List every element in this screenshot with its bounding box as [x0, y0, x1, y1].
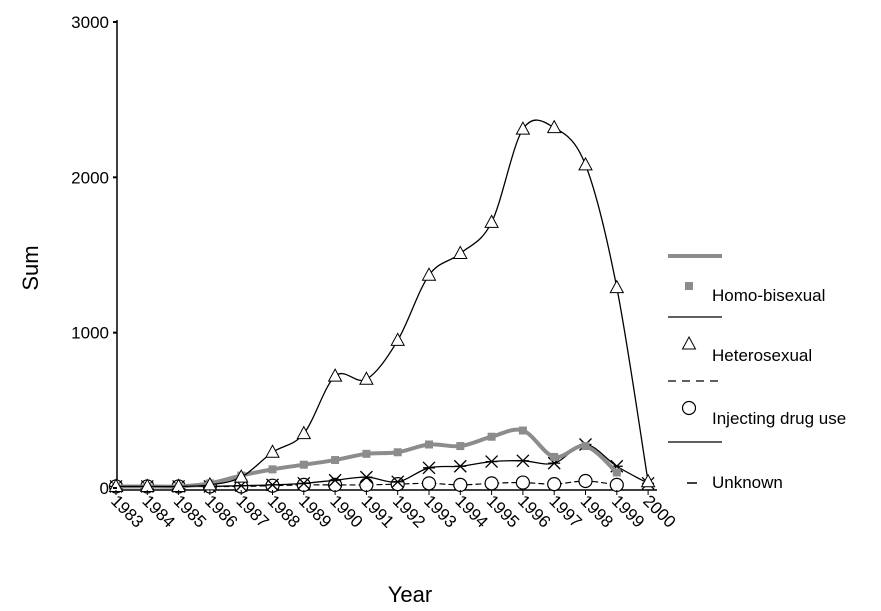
series-line — [115, 119, 649, 488]
data-point — [515, 475, 531, 490]
series-heterosexual — [108, 119, 656, 492]
data-point — [359, 470, 373, 484]
data-point — [421, 476, 437, 491]
x-tick-label: 1994 — [451, 491, 491, 531]
legend: Homo-bisexual Heterosexual Injecting drug … — [668, 254, 846, 492]
data-point — [578, 473, 593, 489]
legend-label: Unknown — [712, 473, 783, 492]
data-point — [516, 454, 530, 468]
y-tick-label: 1000 — [71, 324, 109, 343]
data-point — [453, 477, 468, 492]
data-point — [421, 267, 437, 281]
data-point — [362, 449, 371, 458]
data-point — [390, 477, 405, 492]
data-point — [453, 459, 467, 473]
y-tick-label: 0 — [100, 479, 109, 498]
data-point — [518, 426, 527, 435]
legend-entry: Homo-bisexual — [668, 254, 825, 305]
x-tick-label: 1997 — [545, 491, 585, 531]
x-tick-label: 1995 — [483, 491, 523, 531]
y-tick-label: 3000 — [71, 13, 109, 32]
data-point — [299, 460, 308, 469]
x-tick-label: 1990 — [326, 491, 366, 531]
series-layer — [108, 119, 656, 494]
x-tick-label: 1989 — [295, 491, 335, 531]
legend-entry: Heterosexual — [668, 316, 812, 365]
data-point — [452, 245, 468, 259]
y-tick-label: 2000 — [71, 168, 109, 187]
legend-marker-swatch — [685, 282, 693, 290]
legend-label: Heterosexual — [712, 346, 812, 365]
data-point — [578, 156, 593, 171]
data-point — [268, 465, 277, 474]
data-point — [609, 279, 625, 294]
data-point — [265, 444, 280, 458]
data-point — [547, 477, 562, 492]
data-point — [297, 476, 311, 490]
x-tick-label: 2000 — [639, 491, 679, 531]
data-point — [327, 368, 343, 382]
y-axis-title: Sum — [18, 245, 43, 290]
data-point — [550, 452, 559, 461]
x-tick-labels: 1983198419851986198719881989199019911992… — [107, 490, 679, 532]
x-tick-label: 1993 — [420, 491, 460, 531]
x-axis-title: Year — [388, 582, 432, 607]
data-point — [266, 478, 279, 492]
x-tick-label: 1999 — [608, 491, 648, 531]
data-point — [640, 473, 656, 488]
x-tick-label: 1988 — [264, 491, 304, 531]
data-point — [422, 461, 436, 475]
legend-entry: Injecting drug use — [668, 380, 846, 428]
x-tick-label: 1991 — [358, 491, 398, 531]
x-tick-label: 1986 — [201, 491, 241, 531]
data-point — [485, 455, 499, 469]
data-point — [393, 448, 402, 457]
data-point — [484, 214, 499, 228]
legend-label: Homo-bisexual — [712, 286, 825, 305]
x-tick-label: 1998 — [577, 491, 617, 531]
legend-marker-swatch — [681, 335, 697, 350]
data-point — [546, 119, 562, 134]
x-tick-label: 1987 — [232, 491, 272, 531]
data-point — [359, 477, 374, 492]
data-point — [328, 473, 342, 487]
x-tick-label: 1992 — [389, 491, 429, 531]
data-point — [515, 121, 531, 135]
legend-label: Injecting drug use — [712, 409, 846, 428]
data-point — [331, 456, 340, 465]
legend-entry: Unknown — [668, 441, 783, 492]
axes — [116, 20, 657, 491]
data-point — [359, 371, 374, 385]
data-point — [484, 476, 499, 491]
data-point — [390, 332, 406, 346]
data-point — [296, 477, 311, 492]
legend-marker-swatch — [681, 400, 697, 416]
data-point — [456, 442, 465, 451]
data-point — [581, 442, 590, 451]
data-point — [296, 425, 312, 440]
data-point — [609, 477, 624, 492]
data-point — [612, 468, 621, 477]
data-point — [425, 440, 433, 449]
data-point — [202, 476, 218, 491]
data-point — [391, 475, 405, 489]
data-point — [487, 432, 496, 441]
x-tick-label: 1996 — [514, 491, 554, 531]
x-tick-label: 1985 — [170, 491, 210, 531]
y-tick-labels: 0 1000 2000 3000 — [71, 13, 117, 498]
x-tick-label: 1984 — [138, 491, 178, 531]
x-tick-label: 1983 — [107, 491, 147, 531]
data-point — [233, 469, 249, 483]
